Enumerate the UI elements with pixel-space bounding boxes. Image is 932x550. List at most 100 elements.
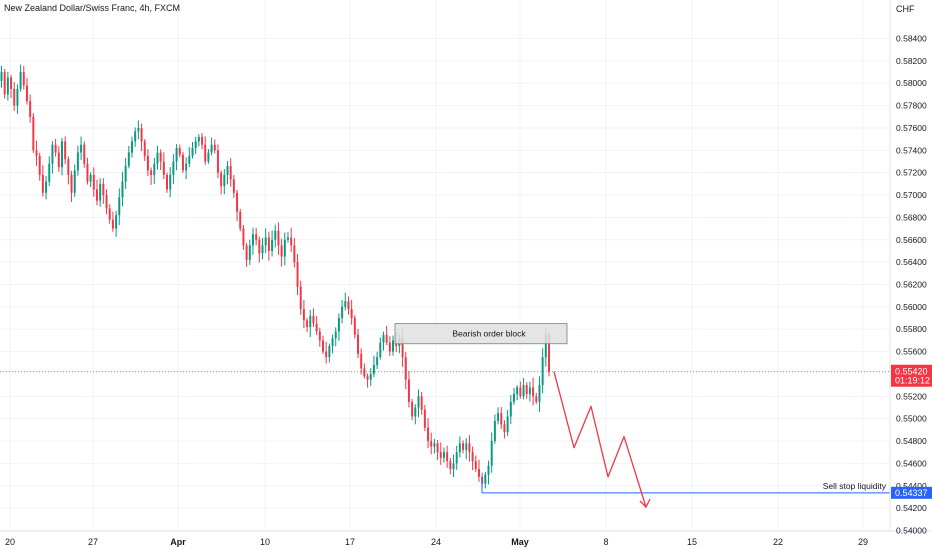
- candle-body: [108, 208, 111, 220]
- candle-body: [45, 181, 48, 193]
- candle-body: [102, 183, 105, 196]
- candle-body: [32, 116, 35, 151]
- candle-body: [131, 141, 133, 153]
- candle-body: [258, 239, 261, 254]
- candle-body: [430, 441, 433, 447]
- candle-body: [309, 315, 312, 327]
- candle-body: [143, 141, 146, 156]
- y-tick-label: 0.56200: [896, 280, 927, 290]
- candle-body: [350, 309, 353, 319]
- candle-body: [207, 152, 210, 162]
- candle-body: [525, 385, 528, 395]
- y-tick-label: 0.55000: [896, 414, 927, 424]
- x-tick-label: 27: [88, 537, 98, 547]
- candle-body: [414, 407, 417, 417]
- candle-body: [420, 396, 423, 410]
- candle-body: [251, 234, 254, 246]
- y-tick-label: 0.54400: [896, 481, 927, 491]
- annotation-layer: Bearish order block Sell stop liquidity: [0, 323, 890, 509]
- candle-body: [487, 465, 490, 475]
- candle-body: [216, 150, 219, 173]
- candle-body: [188, 155, 191, 164]
- current-price-value: 0.55420: [895, 367, 928, 377]
- candle-body: [446, 452, 449, 462]
- candle-body: [462, 443, 465, 450]
- candle-body: [178, 148, 181, 155]
- candle-body: [76, 152, 79, 171]
- candle-body: [439, 452, 442, 458]
- candle-body: [541, 357, 544, 386]
- candle-body: [493, 420, 496, 442]
- x-tick-label: Apr: [170, 537, 186, 547]
- candle-body: [433, 443, 436, 447]
- y-tick-label: 0.58000: [896, 78, 927, 88]
- y-tick-label: 0.57600: [896, 123, 927, 133]
- candle-body: [172, 161, 175, 175]
- candle-body: [19, 72, 22, 89]
- candle-body: [436, 443, 439, 453]
- candle-body: [10, 77, 13, 89]
- candle-body: [318, 331, 321, 341]
- candle-body: [302, 309, 305, 321]
- x-tick-label: 10: [260, 537, 270, 547]
- candle-body: [296, 262, 299, 287]
- candle-body: [41, 174, 44, 193]
- candle-body: [191, 148, 194, 156]
- candle-body: [452, 463, 455, 469]
- candle-body: [60, 141, 63, 168]
- candle-body: [204, 144, 207, 162]
- candle-body: [353, 318, 356, 335]
- candle-body: [392, 340, 395, 352]
- candle-body: [92, 174, 95, 190]
- candle-body: [175, 148, 178, 162]
- candle-body: [379, 342, 382, 358]
- candle-body: [360, 353, 363, 369]
- candle-body: [35, 150, 38, 156]
- candle-body: [105, 195, 108, 209]
- candle-body: [51, 144, 54, 164]
- projection-path: [553, 371, 647, 508]
- candle-body: [385, 334, 388, 343]
- candle-body: [248, 245, 251, 260]
- candle-body: [150, 170, 153, 175]
- candle-body: [503, 424, 506, 433]
- candle-body: [331, 338, 334, 346]
- candle-body: [124, 165, 127, 182]
- candle-body: [477, 469, 480, 477]
- candle-body: [121, 181, 124, 198]
- time-axis: 20 27 Apr 10 17 24 May 8 15 22 29: [5, 537, 868, 547]
- candle-body: [201, 136, 204, 145]
- candle-body: [271, 239, 274, 251]
- candle-body: [70, 174, 73, 193]
- candle-body: [455, 452, 458, 464]
- y-tick-label: 0.54800: [896, 436, 927, 446]
- candle-body: [166, 174, 169, 190]
- y-tick-label: 0.54600: [896, 458, 927, 468]
- order-block-zone: [394, 323, 568, 345]
- candle-body: [111, 219, 114, 229]
- candle-body: [54, 144, 57, 153]
- candle-body: [388, 342, 391, 352]
- candle-body: [293, 245, 296, 263]
- candle-body: [341, 306, 344, 319]
- candle-body: [548, 334, 550, 372]
- price-axis: 0.58400 0.58200 0.58000 0.57800 0.57600 0.574…: [896, 34, 927, 536]
- candle-body: [337, 318, 340, 332]
- liquidity-label: Sell stop liquidity: [823, 481, 887, 491]
- y-tick-label: 0.54000: [896, 526, 927, 536]
- y-tick-label: 0.57800: [896, 101, 927, 111]
- candle-body: [328, 346, 331, 358]
- liquidity-price-tag: [891, 486, 932, 499]
- candle-body: [376, 357, 379, 366]
- candle-body: [544, 334, 547, 358]
- y-tick-label: 0.55600: [896, 347, 927, 357]
- candle-body: [280, 245, 283, 257]
- candle-body: [528, 387, 531, 395]
- x-tick-label: 8: [603, 537, 608, 547]
- candle-body: [29, 101, 32, 117]
- candle-body: [325, 351, 328, 358]
- candle-body: [500, 413, 503, 425]
- candle-body: [213, 144, 216, 151]
